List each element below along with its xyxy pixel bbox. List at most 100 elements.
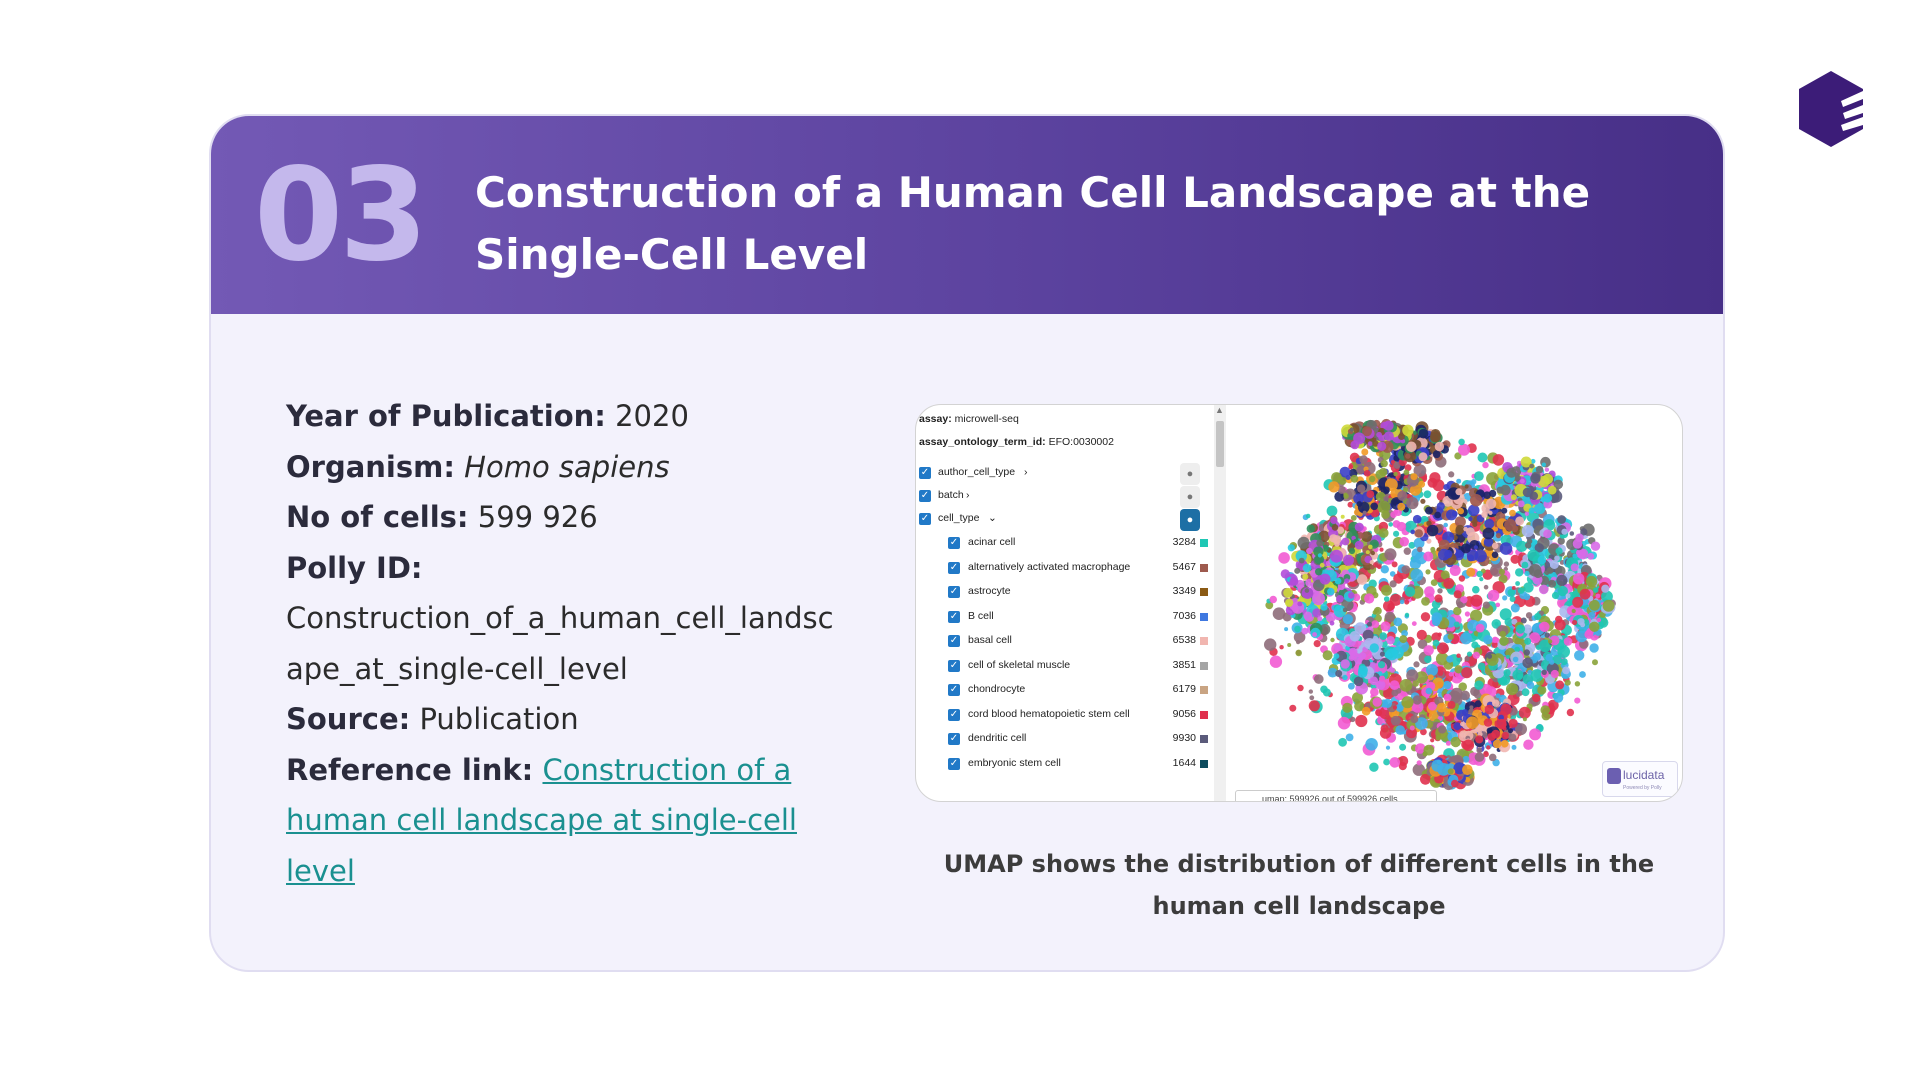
cell-type-label: embryonic stem cell (968, 756, 1061, 769)
cell-type-row[interactable]: ✓ basal cell 6538 (916, 633, 1216, 651)
cell-type-row[interactable]: ✓ embryonic stem cell 1644 (916, 756, 1216, 774)
checkbox-checked-icon[interactable]: ✓ (919, 490, 931, 502)
umap-point (1471, 641, 1479, 649)
umap-point (1506, 467, 1517, 478)
scrollbar[interactable] (1214, 405, 1226, 801)
water-drop-icon[interactable]: ● (1180, 486, 1200, 508)
umap-point (1574, 681, 1581, 687)
umap-screenshot: assay: microwell-seq assay_ontology_term… (915, 404, 1683, 802)
cell-type-row[interactable]: ✓ dendritic cell 9930 (916, 731, 1216, 749)
umap-point (1341, 537, 1350, 546)
umap-point (1375, 491, 1386, 502)
checkbox-checked-icon[interactable]: ✓ (948, 659, 960, 672)
umap-point (1533, 569, 1543, 579)
checkbox-checked-icon[interactable]: ✓ (919, 513, 931, 525)
umap-point (1350, 515, 1357, 521)
umap-point (1573, 573, 1585, 585)
umap-point (1353, 493, 1364, 504)
filter-cell-type[interactable]: ✓ cell_type ⌄ (916, 511, 1216, 529)
checkbox-checked-icon[interactable]: ✓ (948, 635, 960, 647)
organism-label: Organism: (286, 449, 455, 484)
umap-point (1486, 472, 1500, 486)
scroll-up-icon[interactable]: ▲ (1215, 405, 1224, 415)
umap-point (1515, 581, 1520, 586)
cell-type-row[interactable]: ✓ chondrocyte 6179 (916, 682, 1216, 700)
chevron-down-icon[interactable]: ⌄ (988, 512, 997, 524)
umap-point (1356, 465, 1365, 475)
umap-point (1411, 701, 1424, 713)
water-drop-icon[interactable]: ● (1180, 509, 1200, 531)
umap-point (1401, 630, 1408, 637)
umap-point (1336, 526, 1345, 534)
umap-point (1393, 471, 1398, 477)
checkbox-checked-icon[interactable]: ✓ (948, 561, 960, 574)
umap-point (1555, 565, 1566, 577)
chevron-right-icon[interactable]: › (966, 489, 970, 501)
umap-point (1315, 568, 1323, 576)
umap-point (1361, 706, 1371, 716)
cell-type-count: 6179 (1172, 683, 1196, 695)
cell-type-count: 1644 (1172, 756, 1196, 769)
umap-point (1544, 632, 1550, 638)
umap-point (1492, 739, 1502, 749)
umap-point (1537, 555, 1547, 565)
umap-point (1537, 685, 1547, 695)
cell-type-row[interactable]: ✓ alternatively activated macrophage 5467 (916, 560, 1216, 578)
checkbox-checked-icon[interactable]: ✓ (919, 467, 931, 479)
umap-point (1509, 509, 1516, 517)
umap-point (1503, 561, 1510, 567)
umap-point (1508, 718, 1518, 728)
umap-point (1470, 594, 1483, 607)
umap-point (1454, 516, 1466, 528)
umap-point (1467, 504, 1480, 517)
umap-point (1317, 553, 1322, 558)
checkbox-checked-icon[interactable]: ✓ (948, 610, 960, 623)
umap-point (1348, 547, 1356, 555)
water-drop-icon[interactable]: ● (1180, 463, 1200, 485)
umap-plot[interactable] (1228, 405, 1683, 802)
cell-type-label: acinar cell (968, 536, 1016, 548)
umap-point (1370, 551, 1375, 556)
reference-link[interactable]: Construction of a human cell landscape a… (286, 752, 797, 888)
filter-batch[interactable]: ✓ batch › (916, 488, 1216, 506)
cell-type-row[interactable]: ✓ cell of skeletal muscle 3851 (916, 658, 1216, 676)
umap-point (1520, 617, 1527, 624)
umap-point (1574, 697, 1581, 704)
assay-ontology-line: assay_ontology_term_id: EFO:0030002 (919, 436, 1114, 448)
checkbox-checked-icon[interactable]: ✓ (948, 537, 960, 549)
umap-point (1466, 716, 1479, 729)
umap-point (1460, 690, 1470, 701)
cell-type-row[interactable]: ✓ astrocyte 3349 (916, 584, 1216, 602)
checkbox-checked-icon[interactable]: ✓ (948, 757, 960, 770)
umap-point (1577, 618, 1585, 626)
umap-point (1287, 544, 1295, 552)
umap-point (1321, 544, 1329, 552)
cell-type-row[interactable]: ✓ B cell 7036 (916, 609, 1216, 627)
checkbox-checked-icon[interactable]: ✓ (948, 708, 960, 721)
umap-point (1553, 692, 1564, 703)
umap-point (1272, 607, 1286, 620)
umap-point (1355, 714, 1368, 728)
umap-point (1430, 738, 1435, 743)
umap-point (1378, 528, 1389, 538)
umap-point (1503, 669, 1511, 677)
chevron-right-icon[interactable]: › (1024, 466, 1028, 478)
umap-point (1296, 640, 1301, 645)
umap-point (1495, 693, 1501, 699)
umap-point (1404, 612, 1410, 618)
checkbox-checked-icon[interactable]: ✓ (948, 733, 960, 745)
umap-point (1530, 473, 1541, 484)
checkbox-checked-icon[interactable]: ✓ (948, 684, 960, 696)
umap-point (1521, 688, 1530, 697)
cell-type-count: 5467 (1172, 560, 1196, 573)
filter-author-cell-type[interactable]: ✓ author_cell_type › (916, 465, 1216, 483)
cell-type-row[interactable]: ✓ cord blood hematopoietic stem cell 9056 (916, 707, 1216, 725)
umap-point (1430, 546, 1436, 552)
scrollbar-thumb[interactable] (1216, 421, 1224, 467)
umap-point (1390, 460, 1396, 465)
umap-point (1435, 652, 1449, 666)
cell-type-row[interactable]: ✓ acinar cell 3284 (916, 535, 1216, 553)
checkbox-checked-icon[interactable]: ✓ (948, 586, 960, 598)
umap-point (1319, 624, 1331, 635)
umap-point (1383, 486, 1390, 493)
